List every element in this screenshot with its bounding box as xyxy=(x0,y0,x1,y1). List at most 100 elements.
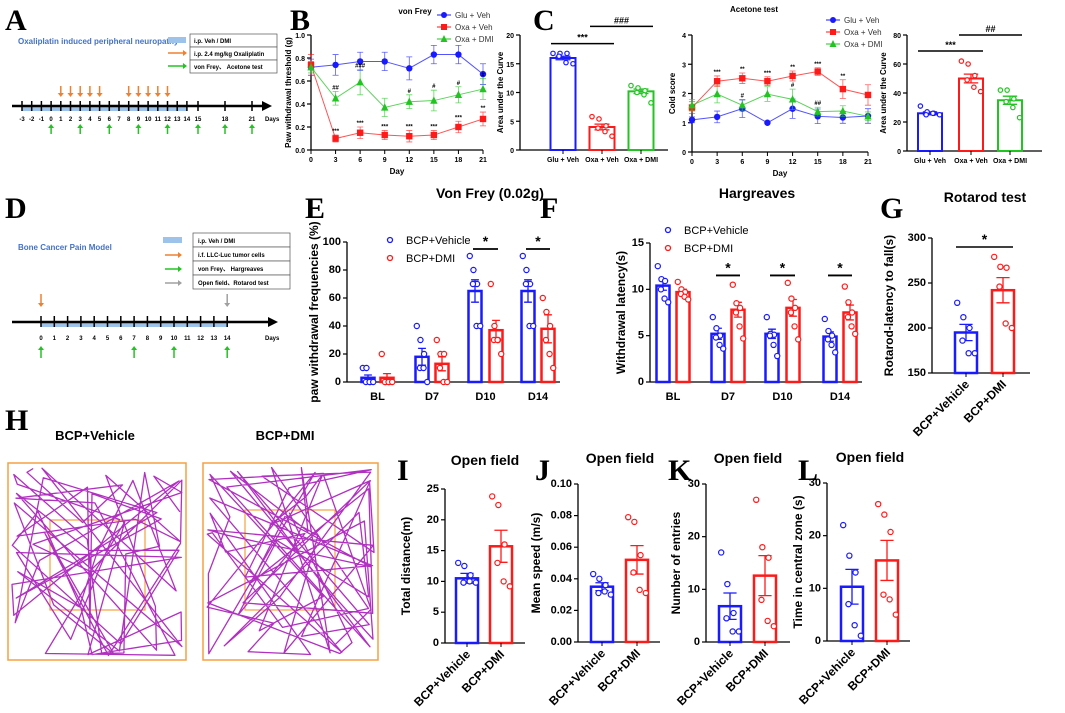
marker xyxy=(455,51,462,58)
data-point xyxy=(1011,96,1017,102)
green-arrow-icon xyxy=(183,63,187,69)
data-point xyxy=(550,50,556,57)
data-point xyxy=(637,551,644,559)
data-point xyxy=(996,283,1003,290)
legend-marker xyxy=(386,236,394,244)
data-point xyxy=(370,378,377,386)
data-point xyxy=(724,580,731,588)
significance-label: * xyxy=(982,231,988,247)
significance-label: ## xyxy=(985,24,995,34)
x-tick-label: 6 xyxy=(740,159,744,166)
data-point xyxy=(590,570,597,578)
marker xyxy=(356,129,364,136)
data-point xyxy=(455,559,462,567)
marker xyxy=(739,75,746,82)
data-point xyxy=(466,252,473,260)
data-point xyxy=(848,323,855,330)
marker xyxy=(764,119,771,126)
data-point xyxy=(846,552,853,559)
marker xyxy=(738,101,746,109)
data-point xyxy=(556,53,562,60)
series-line xyxy=(310,64,484,140)
data-point xyxy=(470,266,477,274)
data-point xyxy=(477,322,484,330)
oxaliplatin-arrow-icon-head xyxy=(57,93,64,97)
trace-label: BCP+DMI xyxy=(256,428,315,443)
data-point xyxy=(1004,87,1010,93)
behavior-arrow-icon-head xyxy=(224,346,231,350)
legend-text: Open field、Rotarod test xyxy=(198,281,269,287)
data-point xyxy=(609,133,615,140)
y-tick-label: 10 xyxy=(506,91,514,98)
category-1: D7 xyxy=(413,322,451,403)
data-point xyxy=(852,569,859,576)
significance-label: *** xyxy=(332,129,340,135)
y-tick-label: 0 xyxy=(897,149,901,156)
day-label: 5 xyxy=(106,336,110,342)
y-tick-label: 150 xyxy=(908,367,926,379)
data-point xyxy=(971,84,977,91)
marker xyxy=(864,112,872,120)
day-label: -2 xyxy=(29,117,35,123)
x-tick-label: BL xyxy=(666,391,681,403)
data-point xyxy=(433,336,440,344)
day-label: 4 xyxy=(88,117,92,123)
x-tick-label: BCP+Vehicle xyxy=(411,647,473,709)
marker xyxy=(406,65,413,72)
data-point xyxy=(522,280,530,288)
behavior-arrow-icon-head xyxy=(171,346,177,350)
day-label: 12 xyxy=(197,336,204,342)
data-point xyxy=(501,541,508,548)
bar-group-1: BCP+DMI xyxy=(459,493,514,696)
movement-trace xyxy=(206,466,375,656)
x-tick-label: 3 xyxy=(334,157,338,164)
data-point xyxy=(489,493,496,500)
day-label: 21 xyxy=(249,117,256,123)
test-arrow-icon-head xyxy=(135,124,142,128)
legend-text: i.p. Veh / DMI xyxy=(194,39,231,45)
panel-label-j: J xyxy=(535,454,550,487)
significance-label: # xyxy=(791,83,795,89)
movement-trace xyxy=(11,467,183,657)
category-1: D7 xyxy=(709,281,747,403)
data-point xyxy=(716,341,723,349)
marker xyxy=(839,114,847,121)
x-tick-label: 21 xyxy=(479,157,487,164)
y-tick-label: 250 xyxy=(908,277,926,289)
marker xyxy=(764,78,771,85)
day-label: 3 xyxy=(79,336,83,342)
y-tick-label: 0 xyxy=(638,376,644,388)
significance-label: * xyxy=(780,259,786,275)
x-tick-label: 15 xyxy=(430,157,438,164)
data-point xyxy=(936,111,943,118)
panel-label-f: F xyxy=(540,192,558,225)
bar xyxy=(997,99,1023,152)
day-label: 10 xyxy=(171,336,178,342)
data-point xyxy=(603,123,609,129)
x-tick-label: Oxa + Veh xyxy=(954,158,988,165)
significance-label: *** xyxy=(577,33,588,43)
data-point xyxy=(825,327,832,335)
data-point xyxy=(997,87,1004,93)
day-label: 5 xyxy=(98,117,102,123)
data-point xyxy=(595,589,602,597)
category-2: D10 xyxy=(763,279,802,403)
data-point xyxy=(542,336,550,344)
oxaliplatin-arrow-icon-head xyxy=(164,93,171,97)
legend-label: Oxa + DMI xyxy=(455,35,493,44)
significance-label: ** xyxy=(481,106,486,112)
bar xyxy=(467,289,483,384)
chart-title: von Frey xyxy=(398,7,432,16)
data-point xyxy=(740,335,747,342)
y-axis-label: Area under the Curve xyxy=(879,52,888,134)
legend-arrow-icon xyxy=(178,252,182,258)
data-point xyxy=(625,513,632,521)
x-tick-label: 21 xyxy=(864,159,872,166)
bar xyxy=(549,57,577,151)
data-point xyxy=(460,579,467,586)
chart-title: Open field xyxy=(586,450,654,466)
data-point xyxy=(923,111,929,118)
marker xyxy=(688,101,696,109)
marker xyxy=(455,123,462,131)
